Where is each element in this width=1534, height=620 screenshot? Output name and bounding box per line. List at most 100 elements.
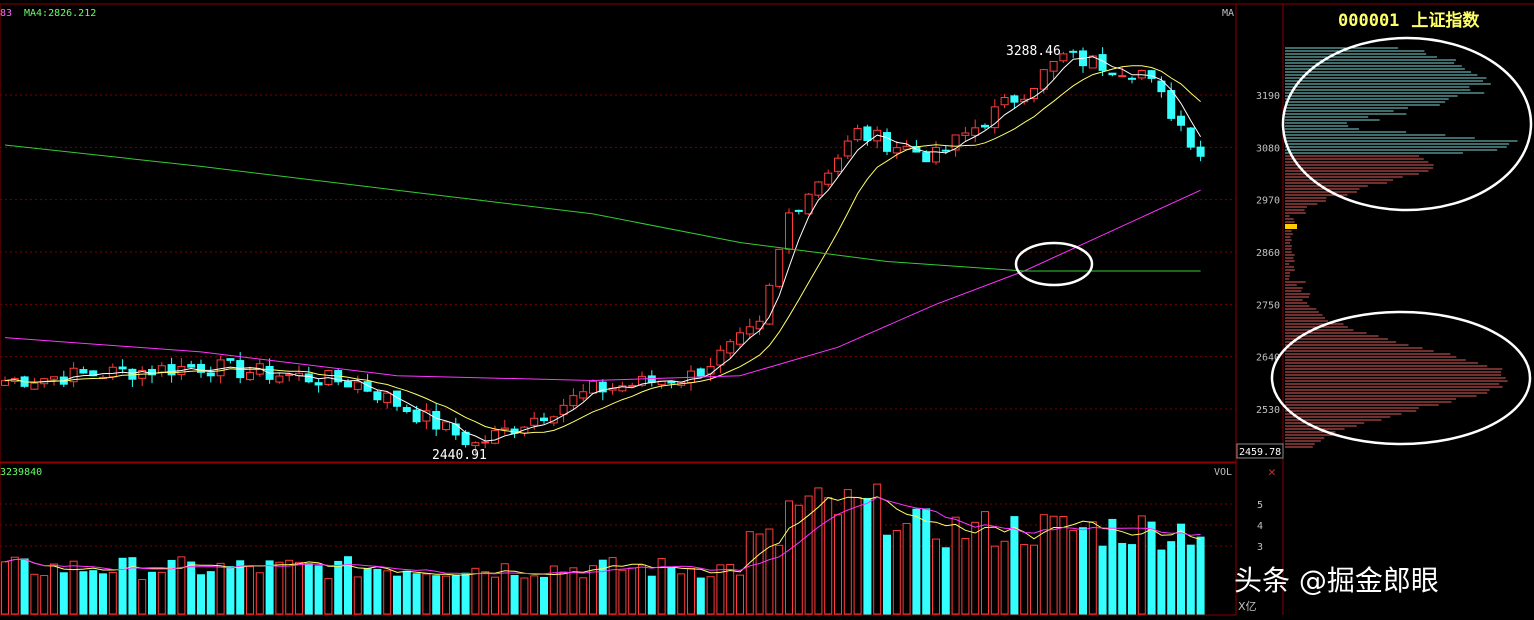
volume-bar bbox=[579, 577, 588, 615]
candle-body bbox=[716, 349, 725, 366]
candle-body bbox=[412, 409, 421, 423]
candle-body bbox=[598, 381, 607, 393]
candle-body bbox=[971, 127, 980, 136]
volume-bar bbox=[540, 576, 548, 615]
volume-bar bbox=[461, 572, 470, 615]
candle-body bbox=[500, 427, 509, 430]
volume-bars bbox=[1, 483, 1205, 615]
volume-bar bbox=[50, 563, 58, 615]
volume-bar bbox=[1147, 521, 1156, 615]
candle-body bbox=[353, 381, 362, 390]
volume-bar bbox=[1098, 545, 1107, 615]
volume-bar bbox=[559, 571, 568, 615]
candle-body bbox=[79, 369, 88, 374]
candle-body bbox=[932, 147, 940, 163]
candle-body bbox=[745, 326, 754, 335]
lower-profile-ellipse bbox=[1270, 310, 1532, 446]
candle-body bbox=[589, 380, 597, 394]
volume-bar bbox=[432, 575, 441, 615]
volume-bar bbox=[1137, 515, 1146, 615]
volume-bar bbox=[922, 508, 931, 615]
ma-tag: MA bbox=[1222, 8, 1234, 19]
volume-bar bbox=[608, 557, 617, 615]
candle-body bbox=[902, 145, 911, 150]
volume-bar bbox=[755, 533, 764, 615]
watermark: 头条 @掘金郎眼 bbox=[1234, 564, 1439, 597]
volume-bar bbox=[785, 500, 793, 615]
candle-body bbox=[638, 375, 646, 386]
volume-bar bbox=[304, 563, 313, 615]
ma4-label: MA4:2826.212 bbox=[24, 8, 96, 19]
volume-bar bbox=[451, 575, 460, 615]
candle-body bbox=[108, 366, 117, 378]
candle-body bbox=[843, 140, 852, 157]
ma-line bbox=[4, 144, 1201, 272]
candle-body bbox=[981, 124, 989, 128]
candle-body bbox=[373, 391, 382, 401]
volume-bar bbox=[108, 571, 117, 615]
volume-bar bbox=[765, 528, 774, 615]
volume-bar bbox=[1196, 536, 1205, 615]
volume-bar bbox=[285, 559, 294, 615]
profile-price-marker bbox=[1285, 224, 1297, 229]
candle-body bbox=[1, 380, 9, 386]
candle-body bbox=[30, 382, 39, 390]
volume-bar bbox=[716, 564, 725, 615]
volume-bar bbox=[569, 567, 578, 615]
volume-bar bbox=[1000, 540, 1009, 615]
volume-value-label: 3239840 bbox=[0, 467, 42, 478]
volume-bar bbox=[1108, 518, 1117, 615]
price-tick-label: 2970 bbox=[1256, 196, 1280, 207]
candle-body bbox=[824, 172, 833, 185]
volume-bar bbox=[1186, 544, 1195, 615]
volume-bar bbox=[344, 556, 352, 615]
volume-bar bbox=[814, 487, 823, 615]
candle-body bbox=[775, 248, 784, 287]
candle-body bbox=[344, 381, 352, 388]
price-gridlines bbox=[0, 94, 1236, 410]
volume-bar bbox=[549, 565, 558, 615]
candle-body bbox=[530, 417, 539, 426]
volume-bar bbox=[491, 576, 499, 615]
candle-body bbox=[285, 374, 294, 377]
candle-body bbox=[1177, 115, 1185, 126]
candle-body bbox=[451, 423, 460, 436]
candle-body bbox=[736, 332, 744, 345]
candle-body bbox=[765, 284, 774, 325]
volume-bar bbox=[981, 511, 989, 615]
price-tick-label: 3190 bbox=[1256, 91, 1280, 102]
volume-bar bbox=[167, 559, 176, 615]
candle-body bbox=[304, 373, 313, 383]
volume-bar bbox=[187, 561, 196, 615]
volume-close-icon[interactable]: ✕ bbox=[1268, 465, 1276, 480]
volume-bar bbox=[638, 564, 646, 615]
candle-body bbox=[863, 126, 872, 141]
volume-bar bbox=[598, 559, 607, 615]
candle-body bbox=[804, 193, 813, 215]
volume-bar bbox=[520, 577, 529, 615]
volume-bar bbox=[138, 579, 147, 615]
volume-bar bbox=[89, 570, 98, 615]
candle-body bbox=[1196, 146, 1205, 157]
volume-bar bbox=[530, 575, 539, 615]
candlesticks bbox=[1, 47, 1205, 454]
volume-bar bbox=[481, 571, 490, 615]
volume-bar bbox=[843, 489, 852, 615]
candle-body bbox=[892, 147, 901, 154]
volume-bar bbox=[618, 569, 627, 615]
candle-body bbox=[628, 384, 637, 387]
volume-bar bbox=[1069, 529, 1078, 615]
moving-average-lines bbox=[4, 56, 1202, 442]
volume-bar bbox=[873, 483, 882, 615]
ma-line bbox=[4, 56, 1202, 442]
volume-bar bbox=[912, 508, 921, 615]
volume-bar bbox=[1177, 523, 1185, 615]
candle-body bbox=[206, 372, 215, 377]
volume-ma-line bbox=[4, 496, 1201, 576]
volume-bar bbox=[255, 572, 264, 615]
volume-bar bbox=[471, 567, 480, 615]
candle-body bbox=[432, 410, 441, 430]
candle-body bbox=[1030, 87, 1038, 100]
candle-body bbox=[559, 404, 568, 415]
